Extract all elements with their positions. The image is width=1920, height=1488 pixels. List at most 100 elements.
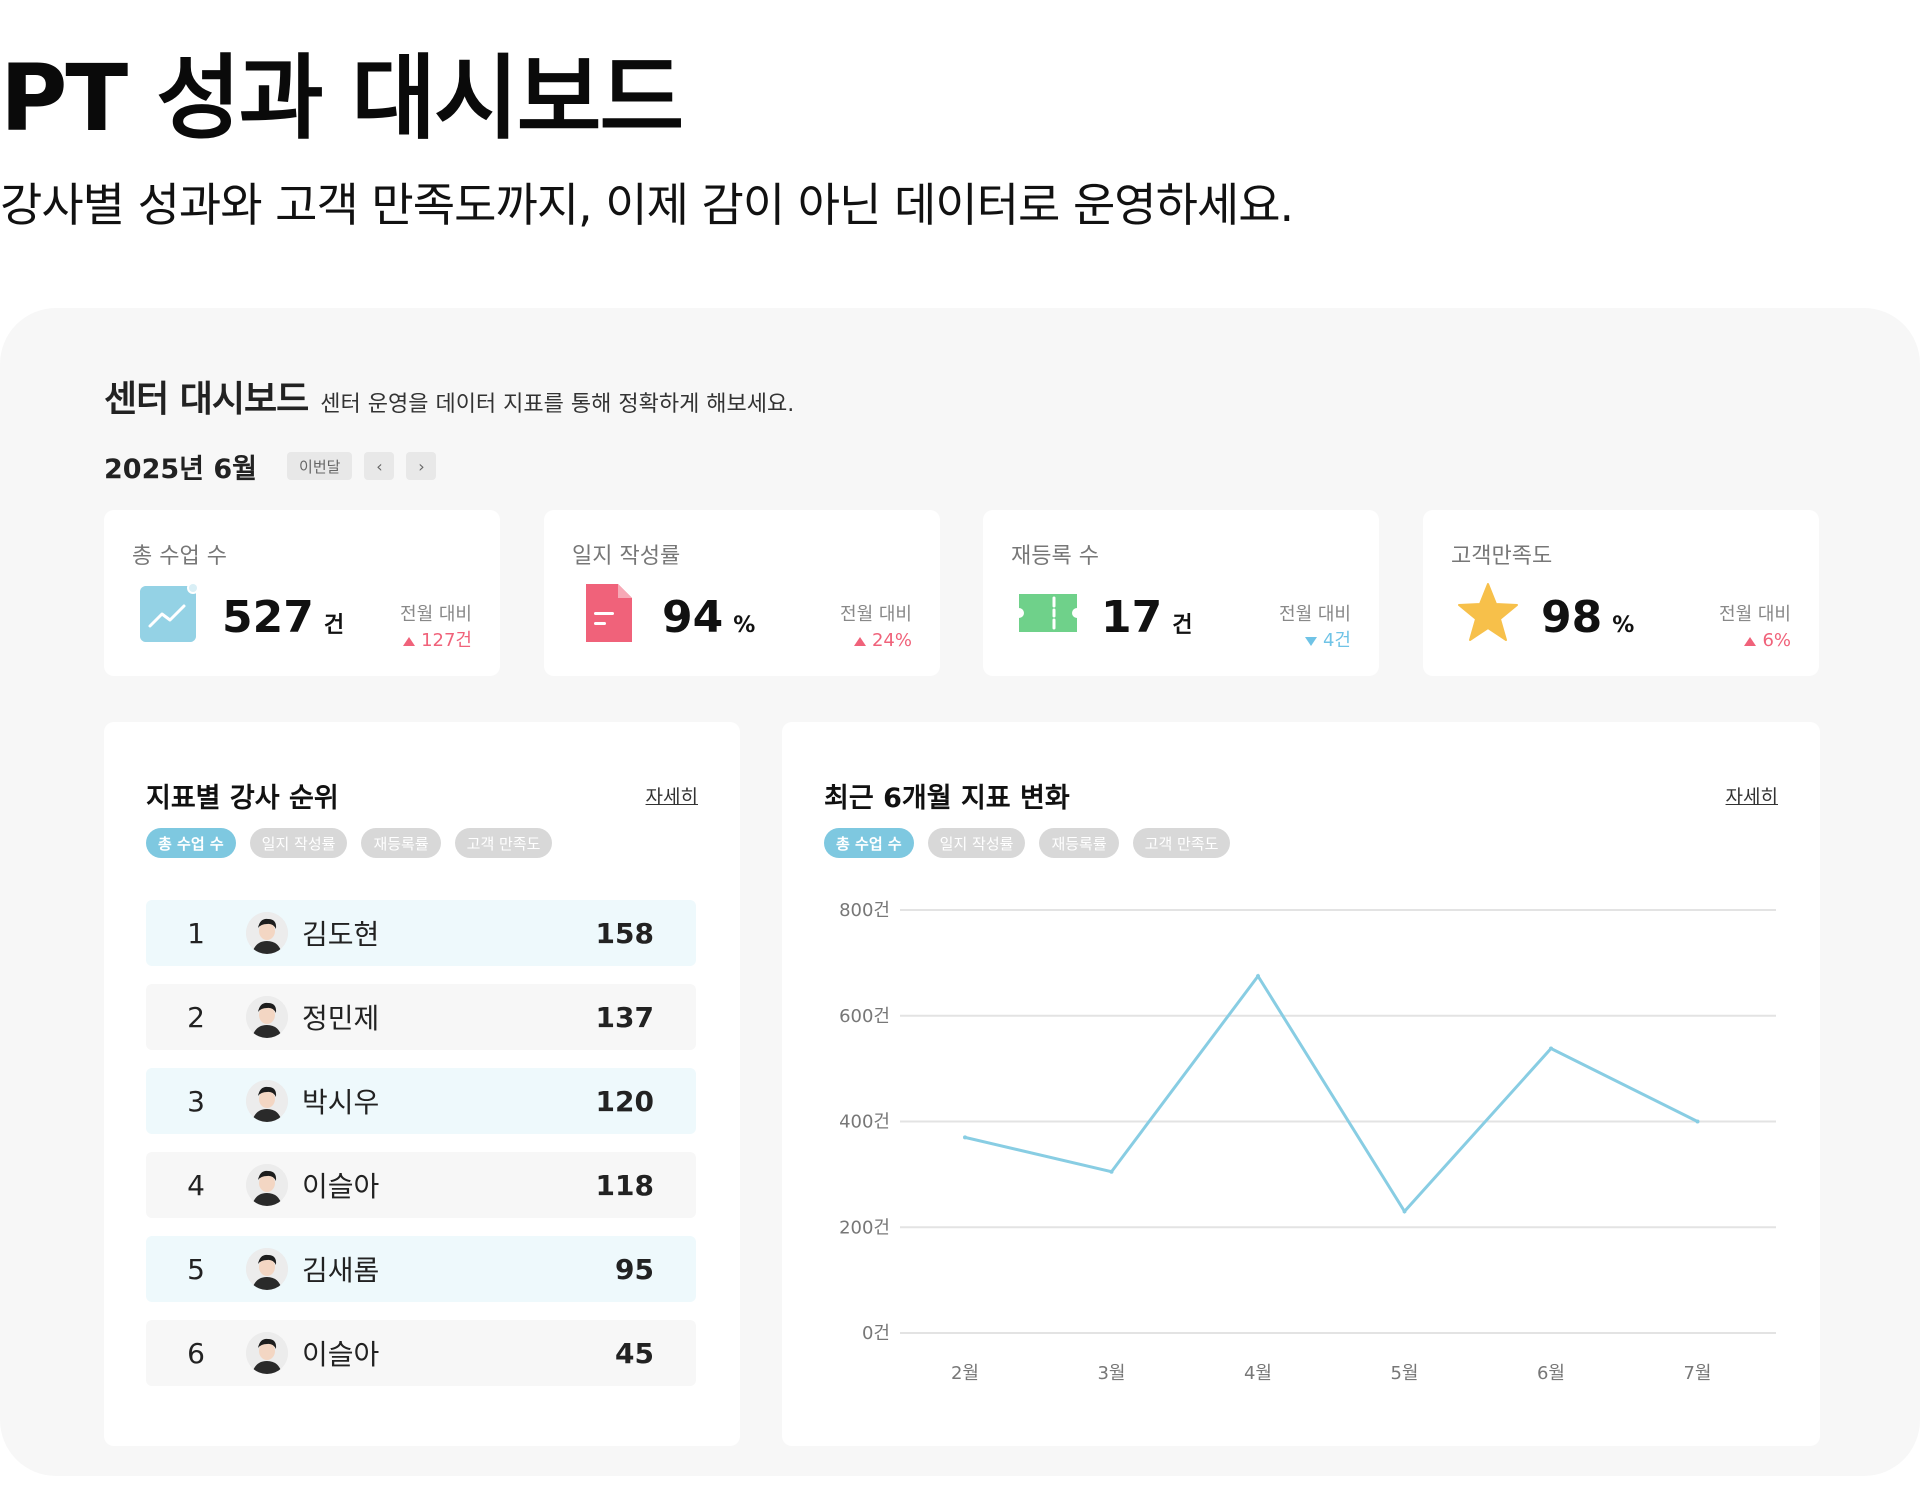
- series-line: [964, 973, 1699, 1214]
- data-point[interactable]: [1549, 1046, 1553, 1051]
- avatar: [246, 1248, 288, 1290]
- rank-number: 4: [187, 1168, 205, 1202]
- document-icon: [586, 584, 632, 642]
- tab-total-classes[interactable]: 총 수업 수: [824, 828, 914, 858]
- kpi-card-total-classes: 총 수업 수 527 건 전월 대비 127건: [104, 510, 500, 676]
- kpi-card-journal-rate: 일지 작성률 94 % 전월 대비 24%: [544, 510, 940, 676]
- kpi-unit: 건: [1172, 613, 1193, 638]
- kpi-delta-value: 4건: [1322, 630, 1351, 651]
- ranking-tabs: 총 수업 수 일지 작성률 재등록률 고객 만족도: [146, 828, 553, 858]
- trend-tabs: 총 수업 수 일지 작성률 재등록률 고객 만족도: [824, 828, 1231, 858]
- next-month-button[interactable]: ›: [406, 452, 437, 480]
- page-title: PT 성과 대시보드: [0, 45, 684, 152]
- instructor-name: 이슬아: [302, 1170, 380, 1203]
- ticket-icon: [1019, 594, 1077, 632]
- trend-card: 최근 6개월 지표 변화 자세히 총 수업 수 일지 작성률 재등록률 고객 만…: [782, 722, 1820, 1446]
- prev-month-button[interactable]: ‹: [364, 452, 395, 480]
- kpi-number: 527: [222, 592, 314, 643]
- ranking-title: 지표별 강사 순위: [146, 783, 339, 814]
- ranking-list: 1 김도현 158 2 정민제 137 3 박시우 120 4: [146, 900, 696, 1404]
- data-point[interactable]: [963, 1135, 967, 1140]
- rank-number: 2: [187, 1000, 205, 1034]
- list-item[interactable]: 4 이슬아 118: [146, 1152, 696, 1218]
- data-point[interactable]: [1402, 1209, 1407, 1214]
- star-icon: [1458, 583, 1518, 641]
- rank-number: 1: [187, 916, 205, 950]
- rank-score: 158: [595, 916, 654, 950]
- avatar: [246, 996, 288, 1038]
- tab-total-classes[interactable]: 총 수업 수: [146, 828, 236, 858]
- rank-score: 137: [595, 1000, 654, 1034]
- avatar: [246, 1164, 288, 1206]
- avatar: [246, 912, 288, 954]
- list-item[interactable]: 3 박시우 120: [146, 1068, 696, 1134]
- tab-journal-rate[interactable]: 일지 작성률: [249, 828, 348, 858]
- x-tick-label: 3월: [1097, 1363, 1125, 1384]
- this-month-button[interactable]: 이번달: [287, 452, 353, 480]
- ranking-more-link[interactable]: 자세히: [645, 786, 698, 808]
- kpi-delta: 6%: [1719, 628, 1791, 654]
- kpi-comparison: 전월 대비 6%: [1719, 602, 1791, 654]
- instructor-name: 이슬아: [302, 1338, 380, 1371]
- kpi-label: 재등록 수: [1011, 544, 1099, 569]
- dashboard-header: 센터 대시보드 센터 운영을 데이터 지표를 통해 정확하게 해보세요.: [104, 370, 794, 422]
- y-tick-label: 0건: [862, 1323, 890, 1344]
- month-selector: 2025년 6월 이번달 ‹ ›: [104, 448, 437, 485]
- list-item[interactable]: 5 김새롬 95: [146, 1236, 696, 1302]
- chart-icon: [140, 582, 199, 642]
- tab-re-registration-rate[interactable]: 재등록률: [361, 828, 441, 858]
- y-tick-label: 400건: [839, 1112, 890, 1133]
- kpi-comparison: 전월 대비 127건: [400, 602, 472, 654]
- x-tick-label: 6월: [1537, 1363, 1565, 1384]
- dashboard-title: 센터 대시보드: [104, 379, 309, 420]
- list-item[interactable]: 1 김도현 158: [146, 900, 696, 966]
- rank-number: 5: [187, 1252, 205, 1286]
- data-point[interactable]: [1256, 974, 1260, 979]
- x-tick-label: 7월: [1683, 1363, 1711, 1384]
- month-label: 2025년 6월: [104, 453, 258, 485]
- dashboard-description: 센터 운영을 데이터 지표를 통해 정확하게 해보세요.: [320, 392, 795, 417]
- kpi-number: 17: [1101, 592, 1163, 643]
- chevron-left-icon: ‹: [376, 456, 383, 476]
- chevron-right-icon: ›: [418, 456, 425, 476]
- kpi-delta: 127건: [400, 628, 472, 654]
- tab-re-registration-rate[interactable]: 재등록률: [1039, 828, 1119, 858]
- y-tick-label: 600건: [839, 1006, 890, 1027]
- x-tick-label: 5월: [1390, 1363, 1418, 1384]
- data-point[interactable]: [1109, 1169, 1114, 1174]
- tab-satisfaction[interactable]: 고객 만족도: [454, 828, 553, 858]
- data-point[interactable]: [1695, 1119, 1700, 1124]
- kpi-unit: %: [733, 613, 756, 638]
- trend-more-link[interactable]: 자세히: [1725, 786, 1778, 808]
- instructor-name: 김새롬: [302, 1254, 380, 1287]
- instructor-name: 김도현: [302, 918, 380, 951]
- kpi-value: 527 건: [222, 592, 344, 643]
- kpi-card-re-registrations: 재등록 수 17 건 전월 대비 4건: [983, 510, 1379, 676]
- tab-journal-rate[interactable]: 일지 작성률: [927, 828, 1026, 858]
- kpi-number: 94: [662, 592, 724, 643]
- kpi-delta-value: 127건: [421, 630, 472, 651]
- kpi-label: 총 수업 수: [132, 544, 227, 569]
- instructor-name: 정민제: [302, 1002, 380, 1035]
- arrow-up-icon: [403, 636, 416, 646]
- kpi-delta: 4건: [1279, 628, 1351, 654]
- trend-line-chart: 800건 600건 400건 200건 0건 2월 3월 4월 5월 6월 7월: [839, 900, 1776, 1384]
- page-subtitle: 강사별 성과와 고객 만족도까지, 이제 감이 아닌 데이터로 운영하세요.: [0, 178, 1294, 232]
- x-tick-label: 2월: [951, 1363, 979, 1384]
- kpi-delta-value: 6%: [1762, 630, 1791, 651]
- kpi-comparison: 전월 대비 24%: [840, 602, 912, 654]
- rank-number: 6: [187, 1336, 205, 1370]
- list-item[interactable]: 6 이슬아 45: [146, 1320, 696, 1386]
- kpi-label: 고객만족도: [1451, 544, 1553, 569]
- ranking-card: 지표별 강사 순위 자세히 총 수업 수 일지 작성률 재등록률 고객 만족도 …: [104, 722, 740, 1446]
- trend-title: 최근 6개월 지표 변화: [824, 783, 1070, 814]
- avatar: [246, 1080, 288, 1122]
- rank-score: 95: [615, 1252, 654, 1286]
- tab-satisfaction[interactable]: 고객 만족도: [1132, 828, 1231, 858]
- list-item[interactable]: 2 정민제 137: [146, 984, 696, 1050]
- rank-number: 3: [187, 1084, 205, 1118]
- kpi-delta-value: 24%: [871, 630, 912, 651]
- kpi-delta: 24%: [840, 628, 912, 654]
- kpi-unit: %: [1612, 613, 1635, 638]
- y-tick-label: 800건: [839, 900, 890, 921]
